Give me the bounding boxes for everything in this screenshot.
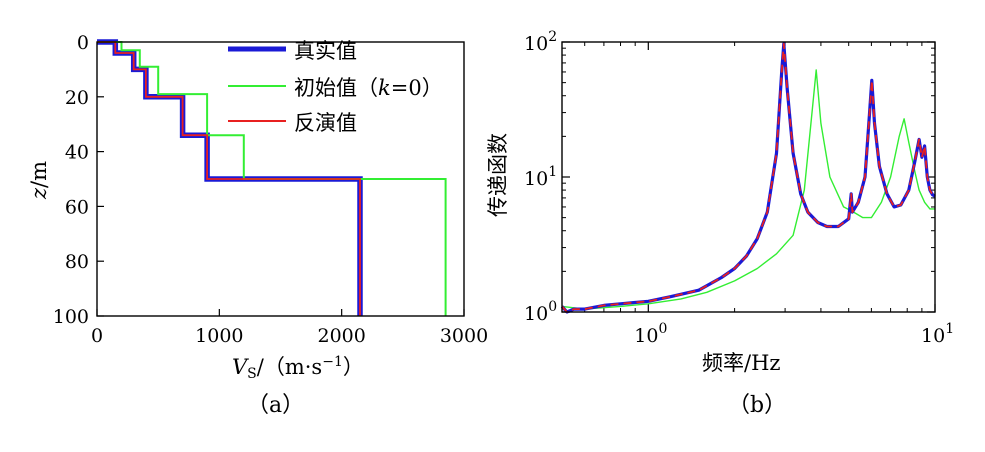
panel-b-x-tick-label: 101 (921, 321, 954, 347)
panel-b-line-initial (561, 69, 935, 310)
panel-b-frame (561, 41, 936, 313)
panel-b-x-label: 频率/Hz (702, 351, 780, 375)
legend-true-label: 真实值 (294, 39, 357, 63)
legend-inverted-label: 反演值 (294, 111, 357, 135)
panel-b-axes: 100 101 100 101 102 (524, 29, 954, 347)
panel-a-x-tick-label: 3000 (440, 325, 488, 347)
panel-a-legend: 真实值 初始值（k=0） 反演值 (228, 39, 443, 135)
panel-b-y-tick-label: 100 (524, 299, 557, 325)
panel-a-caption: （a） (247, 393, 304, 418)
panel-b-x-tick-label: 100 (634, 321, 667, 347)
panel-a-x-label: VS/（m·s−1） (232, 354, 364, 382)
panel-a-y-tick-label: 100 (53, 306, 89, 328)
panel-a-y-tick-label: 20 (65, 87, 89, 109)
panel-a-y-tick-label: 80 (65, 251, 89, 273)
panel-a-x-tick-label: 0 (91, 325, 103, 347)
panel-b-line-inverted (561, 42, 936, 313)
panel-a-y-tick-label: 40 (65, 142, 89, 164)
panel-a-frame (96, 41, 465, 317)
panel-b-caption: （b） (728, 393, 786, 418)
panel-a-x-tick-label: 2000 (317, 325, 365, 347)
legend-initial-label: 初始值（k=0） (294, 76, 443, 100)
panel-a-axes: 0 1000 2000 3000 0 20 40 60 80 100 (53, 32, 488, 347)
panel-a-y-tick-label: 60 (65, 196, 89, 218)
panel-a-series (97, 39, 447, 316)
panel-b-series (560, 42, 936, 314)
panel-a-x-tick-label: 1000 (195, 325, 243, 347)
panel-b-line-true (560, 42, 936, 314)
panel-a: 0 1000 2000 3000 0 20 40 60 80 100 真实值 初始值（k=0） 反… (27, 32, 488, 418)
panel-a-line-inverted (97, 41, 361, 316)
panel-b-y-label: 传递函数 (486, 133, 510, 217)
panel-a-y-label: z/m (27, 161, 51, 200)
panel-b-y-tick-label: 102 (524, 29, 557, 55)
panel-b-y-tick-label: 101 (524, 164, 557, 190)
panel-a-y-tick-label: 0 (77, 32, 89, 54)
panel-b: 100 101 100 101 102 传递函数 频率/Hz （b） (486, 29, 954, 418)
